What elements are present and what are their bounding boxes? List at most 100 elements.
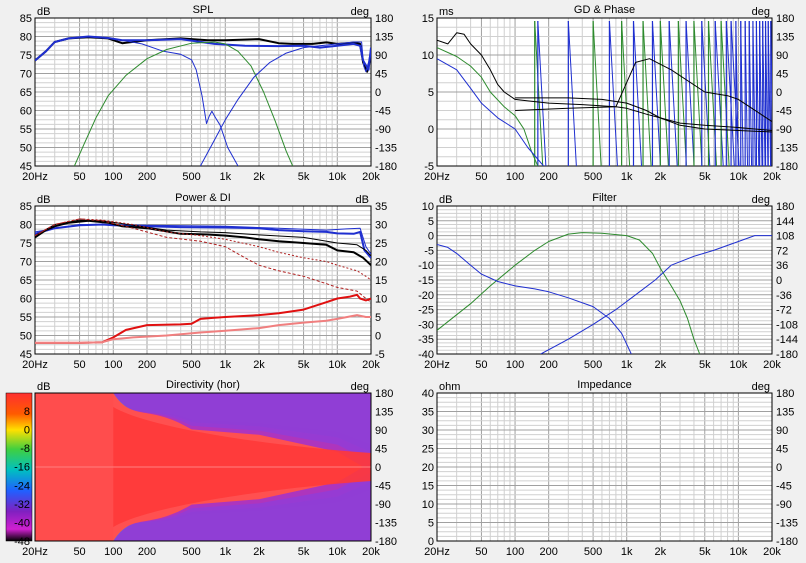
impedance-xtick: 500 [584, 546, 602, 558]
gdphase-ytick-right: -180 [776, 161, 798, 173]
powerdi-ytick-right: 0 [375, 331, 381, 343]
filter-ytick-left: -5 [424, 245, 434, 257]
directivity-ytick-right: 45 [375, 444, 387, 456]
gdphase-ytick-right: 0 [776, 87, 782, 99]
filter-ytick-right: 36 [776, 260, 788, 272]
powerdi-ytick-left: 55 [20, 312, 32, 324]
impedance-xtick: 2k [655, 546, 667, 558]
gdphase-ytick-left: 0 [428, 124, 434, 136]
directivity-scale-tick: -48 [14, 536, 30, 548]
powerdi-ytick-right: -5 [375, 349, 385, 361]
powerdi-series-6 [35, 293, 371, 344]
spl-ytick-right: -135 [375, 143, 397, 155]
impedance-xtick: 20k [763, 546, 781, 558]
gdphase-phase-slope [765, 20, 769, 166]
directivity-xtick: 50 [73, 546, 85, 558]
gdphase-right-unit: deg [752, 6, 770, 18]
gdphase-phase-slope [748, 20, 753, 166]
powerdi-ytick-right: 5 [375, 312, 381, 324]
powerdi-ytick-right: 20 [375, 257, 387, 269]
impedance-xtick: 10k [730, 546, 748, 558]
gdphase-xtick: 100 [506, 171, 524, 183]
powerdi-xtick: 200 [138, 359, 156, 371]
filter-ytick-left: -20 [418, 290, 434, 302]
filter-ytick-left: 0 [428, 231, 434, 243]
directivity-scale-tick: 8 [24, 406, 30, 418]
filter-xtick: 100 [506, 359, 524, 371]
spl-ytick-right: 90 [375, 50, 387, 62]
impedance-ytick-left: 0 [428, 536, 434, 548]
directivity-xtick: 10k [328, 546, 346, 558]
directivity-scale-tick: -16 [14, 462, 30, 474]
powerdi-xtick: 20Hz [22, 359, 48, 371]
directivity-right-unit: deg [351, 381, 369, 393]
directivity-ytick-right: -90 [375, 499, 391, 511]
filter-ytick-left: -10 [418, 260, 434, 272]
directivity-scale-tick: -40 [14, 517, 30, 529]
impedance-xtick: 5k [699, 546, 711, 558]
gdphase-series-0 [437, 32, 772, 131]
gdphase-ytick-left: 10 [422, 50, 434, 62]
directivity-title: Directivity (hor) [166, 379, 240, 391]
impedance-ytick-left: 10 [422, 499, 434, 511]
impedance-xtick: 50 [475, 546, 487, 558]
filter-xtick: 20Hz [424, 359, 450, 371]
directivity-scale-tick: -8 [20, 443, 30, 455]
spl-xtick: 20k [362, 171, 380, 183]
gdphase-phase-slope [762, 20, 766, 166]
impedance-title: Impedance [577, 379, 631, 391]
gdphase-phase-slope [668, 20, 678, 166]
gdphase-phase-slope [592, 20, 602, 166]
powerdi-ytick-right: 35 [375, 201, 387, 213]
gdphase-phase-slope [537, 20, 547, 166]
impedance-xtick: 20Hz [424, 546, 450, 558]
filter-ytick-left: -25 [418, 305, 434, 317]
spl-xtick: 100 [104, 171, 122, 183]
filter-series-group [437, 232, 772, 354]
powerdi-xtick: 50 [73, 359, 85, 371]
gdphase-series-2 [437, 58, 544, 166]
powerdi-ytick-left: 80 [20, 220, 32, 232]
impedance-xtick: 200 [539, 546, 557, 558]
filter-ytick-right: 108 [776, 231, 794, 243]
directivity-xtick: 20Hz [22, 546, 48, 558]
gdphase-left-unit: ms [439, 6, 454, 18]
spl-ytick-left: 75 [20, 50, 32, 62]
directivity-xtick: 20k [362, 546, 380, 558]
directivity-ytick-right: -180 [375, 536, 397, 548]
gdphase-phase-slope [608, 20, 618, 166]
impedance-ytick-right: 90 [776, 425, 788, 437]
powerdi-left-unit: dB [37, 194, 50, 206]
powerdi-xtick: 10k [328, 359, 346, 371]
impedance-ytick-left: 20 [422, 462, 434, 474]
impedance-ytick-right: 135 [776, 407, 794, 419]
powerdi-ytick-right: 10 [375, 294, 387, 306]
gdphase-ytick-right: 45 [776, 69, 788, 81]
directivity-frame [34, 392, 372, 542]
impedance-ytick-right: 45 [776, 444, 788, 456]
spl-xtick: 500 [182, 171, 200, 183]
filter-left-unit: dB [439, 194, 452, 206]
directivity-ytick-right: 135 [375, 407, 393, 419]
impedance-frame [436, 392, 773, 542]
gdphase-xtick: 10k [730, 171, 748, 183]
powerdi-xtick: 2k [253, 359, 265, 371]
gdphase-phase-slope [759, 20, 763, 166]
gdphase-series-4 [515, 58, 772, 123]
filter-xtick: 20k [763, 359, 781, 371]
spl-ytick-left: 80 [20, 32, 32, 44]
spl-ytick-left: 60 [20, 106, 32, 118]
spl-frame [34, 17, 372, 167]
impedance-ytick-left: 40 [422, 388, 434, 400]
impedance-ytick-left: 5 [428, 518, 434, 530]
directivity-xtick: 2k [253, 546, 265, 558]
impedance-ytick-right: 0 [776, 462, 782, 474]
filter-series-0 [437, 232, 701, 354]
spl-xtick: 1k [219, 171, 231, 183]
impedance-ytick-right: -135 [776, 518, 798, 530]
spl-xtick: 20Hz [22, 171, 48, 183]
powerdi-frame [34, 205, 372, 355]
spl-ytick-left: 65 [20, 87, 32, 99]
spl-ytick-left: 55 [20, 124, 32, 136]
gdphase-ytick-right: -90 [776, 124, 792, 136]
